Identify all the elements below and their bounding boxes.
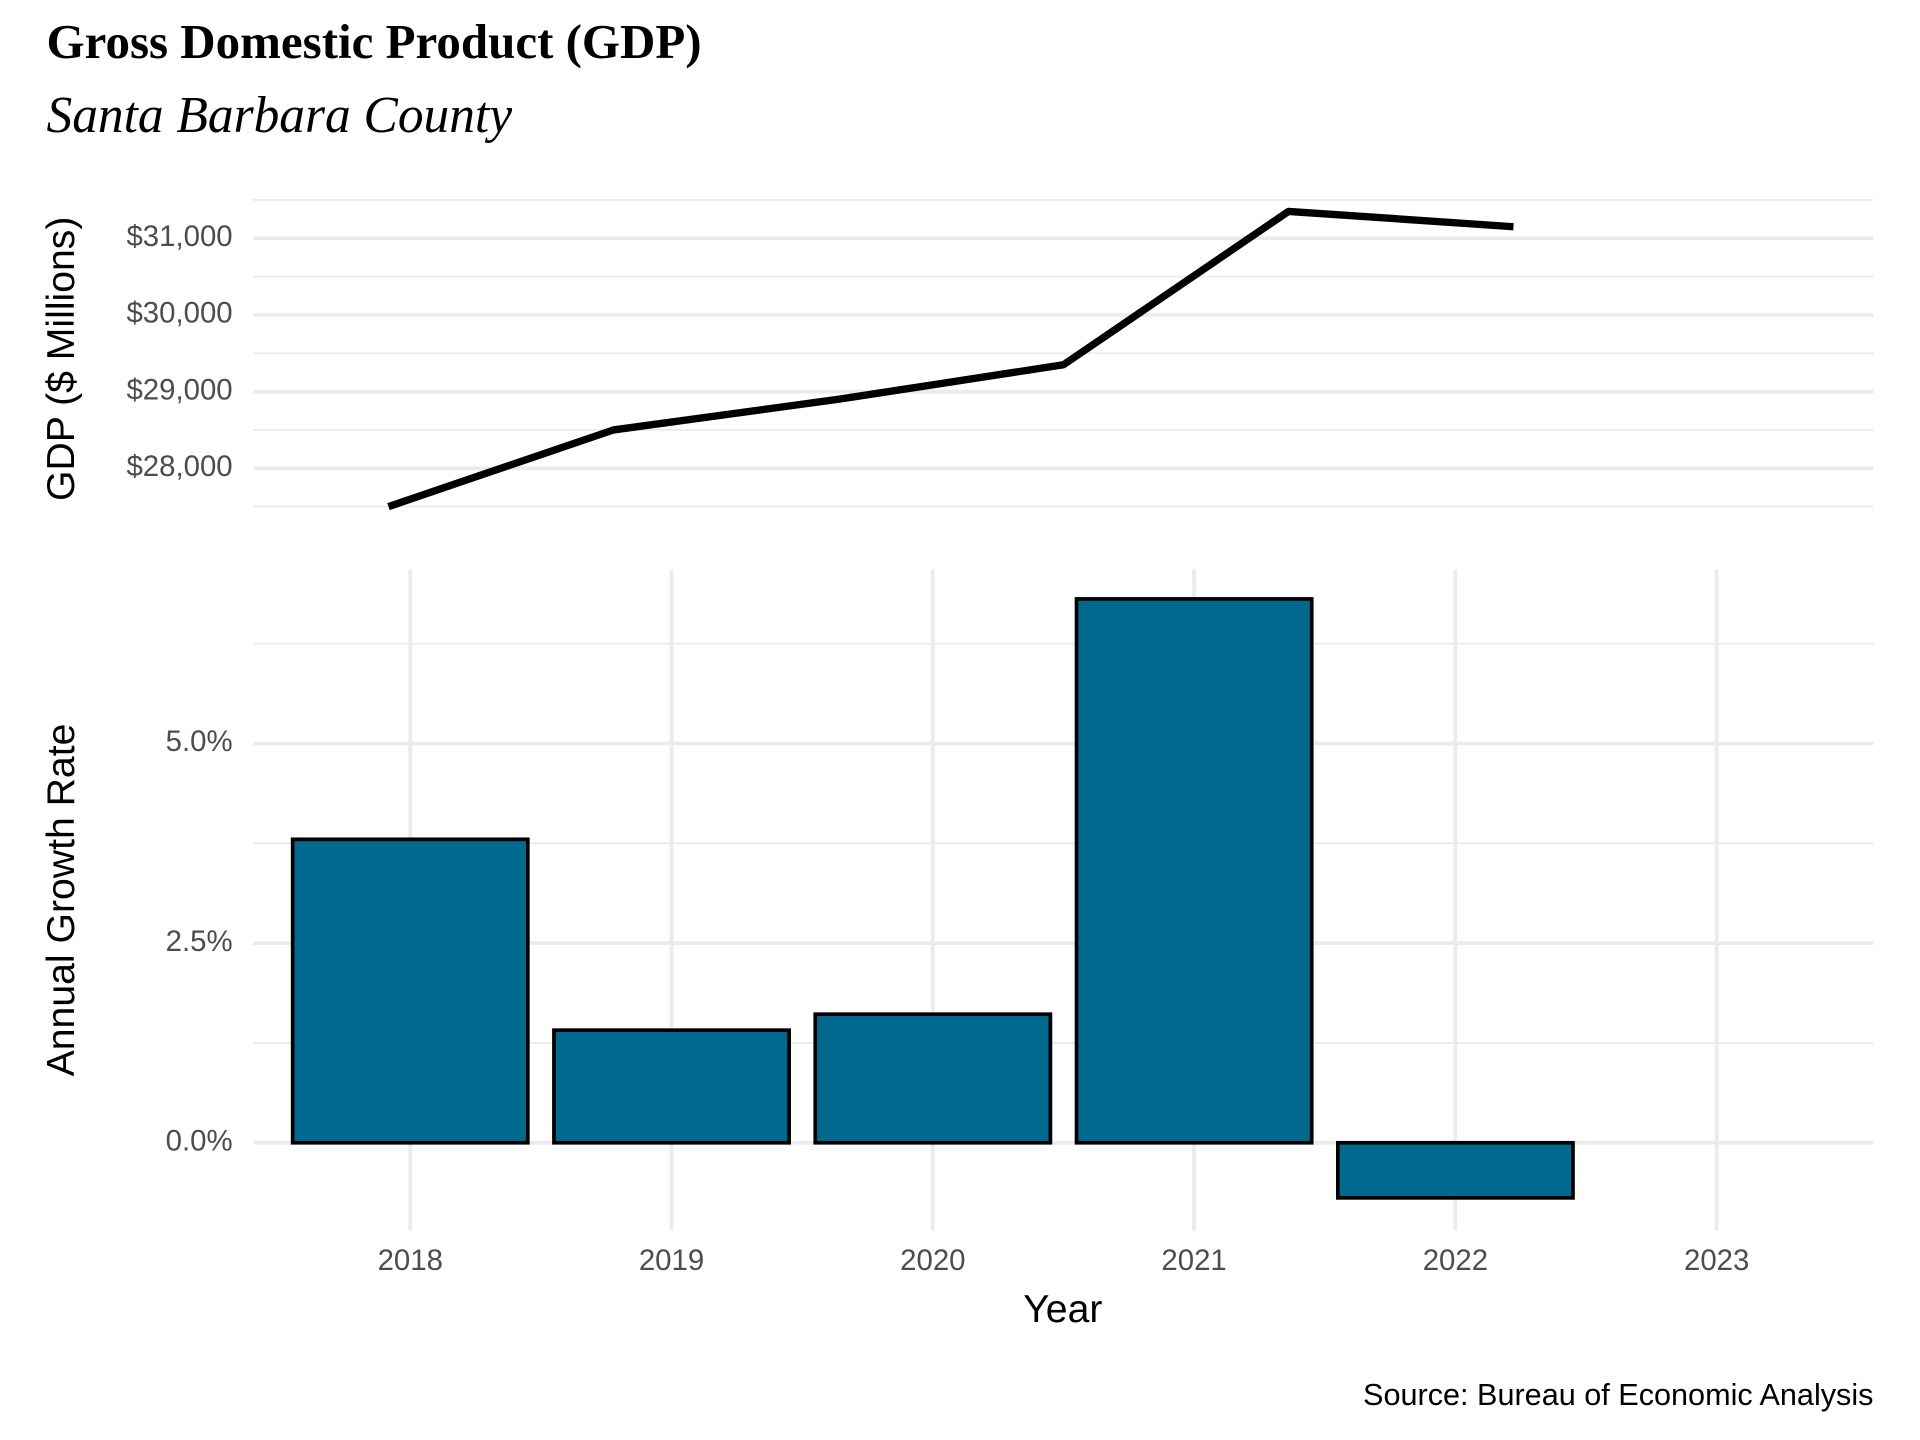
x-tick-label: 2019 (639, 1244, 704, 1277)
x-tick-label: 2022 (1423, 1244, 1488, 1277)
y-tick-label: 2.5% (166, 925, 233, 958)
bar (813, 1012, 1053, 1145)
y-tick-label: $29,000 (126, 373, 232, 406)
chart-subtitle: Santa Barbara County (47, 87, 513, 144)
x-tick-label: 2023 (1684, 1244, 1749, 1277)
line (387, 207, 1514, 511)
y-tick-label: 5.0% (166, 725, 233, 758)
y-axis-title: Annual Growth Rate (40, 724, 83, 1077)
x-tick-label: 2021 (1161, 1244, 1226, 1277)
y-tick-label: $30,000 (126, 297, 232, 330)
bar (1074, 597, 1314, 1145)
bar (1335, 1140, 1575, 1200)
y-tick-label: $28,000 (126, 450, 232, 483)
bar (290, 837, 530, 1145)
x-tick-label: 2018 (378, 1244, 443, 1277)
y-tick-label: $31,000 (126, 220, 232, 253)
chart-title: Gross Domestic Product (GDP) (47, 14, 702, 69)
bar (552, 1028, 791, 1145)
y-tick-label: 0.0% (166, 1125, 233, 1158)
y-axis-title: GDP ($ Millions) (40, 217, 83, 501)
x-axis-title: Year (1023, 1288, 1102, 1331)
x-tick-label: 2020 (900, 1244, 965, 1277)
caption: Source: Bureau of Economic Analysis (1363, 1378, 1873, 1412)
